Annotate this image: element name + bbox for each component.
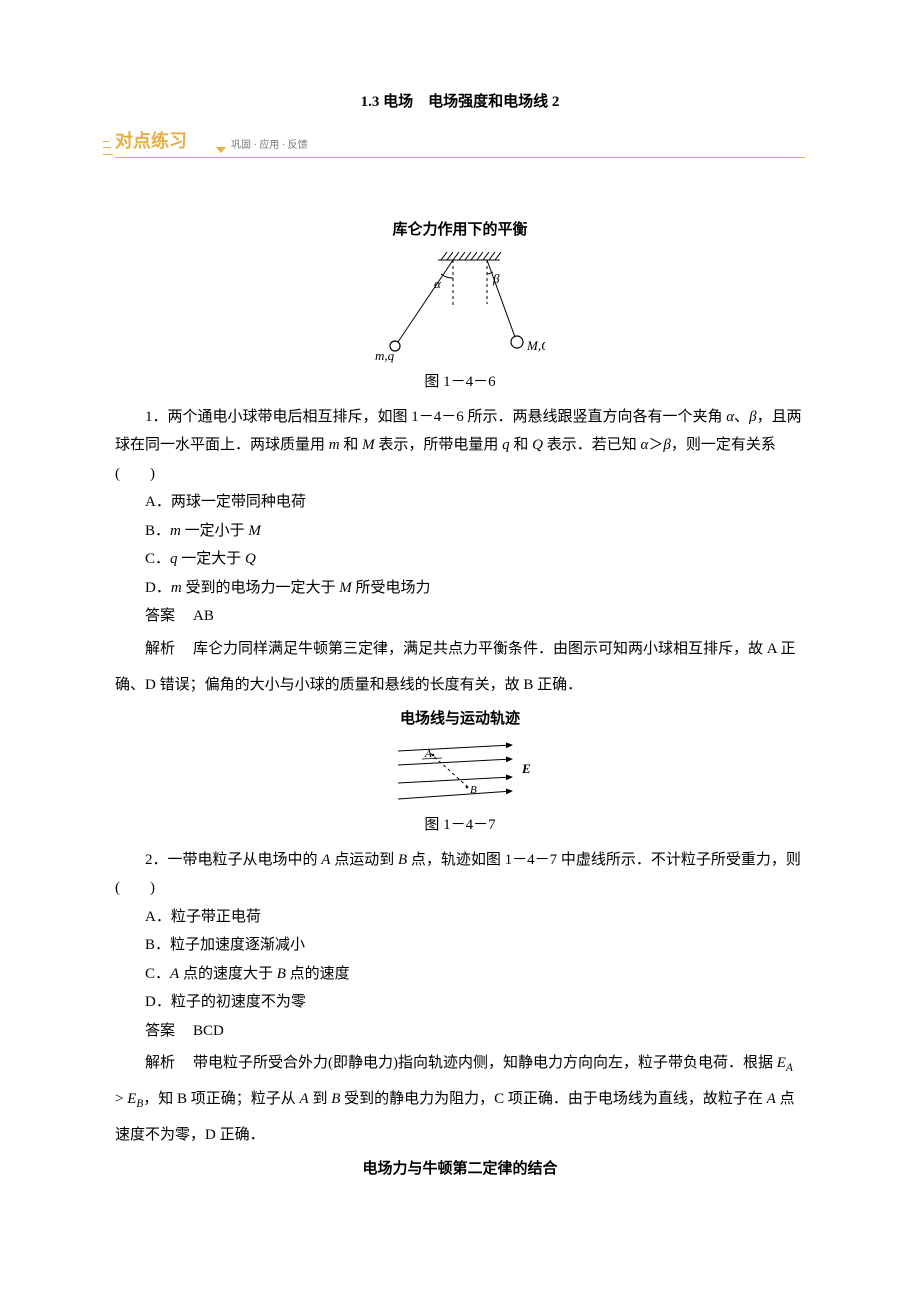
q2-stem: 2．一带电粒子从电场中的 A 点运动到 B 点，轨迹如图 1－4－7 中虚线所示… — [115, 846, 805, 903]
q2-optA: A．粒子带正电荷 — [115, 903, 805, 932]
page: 1.3 电场 电场强度和电场线 2 对点练习 巩固 · 应用 · 反馈 库仑力作… — [0, 0, 920, 1250]
section-banner: 对点练习 巩固 · 应用 · 反馈 — [115, 135, 805, 158]
q2-answer: 答案BCD — [115, 1017, 805, 1046]
svg-text:m,q: m,q — [375, 348, 395, 363]
q2-optD: D．粒子的初速度不为零 — [115, 988, 805, 1017]
svg-text:A: A — [424, 748, 432, 760]
section3-heading: 电场力与牛顿第二定律的结合 — [115, 1155, 805, 1184]
q1-answer: 答案AB — [115, 602, 805, 631]
banner-triangle-icon — [216, 147, 226, 153]
figure-1-4-6: α β m,q M,Q — [115, 250, 805, 366]
figure-1-4-7-caption: 图 1－4－7 — [115, 811, 805, 840]
pendulum-diagram-icon: α β m,q M,Q — [375, 250, 545, 366]
q1-optA: A．两球一定带同种电荷 — [115, 488, 805, 517]
section1-heading: 库仑力作用下的平衡 — [115, 216, 805, 245]
svg-text:E: E — [521, 761, 531, 776]
q1-stem: 1．两个通电小球带电后相互排斥，如图 1－4－6 所示．两悬线跟竖直方向各有一个… — [115, 403, 805, 489]
doc-title: 1.3 电场 电场强度和电场线 2 — [115, 88, 805, 117]
svg-text:B: B — [470, 784, 477, 796]
q1-optC: C．q 一定大于 Q — [115, 545, 805, 574]
q2-optB: B．粒子加速度逐渐减小 — [115, 931, 805, 960]
q2-optC: C．A 点的速度大于 B 点的速度 — [115, 960, 805, 989]
banner-stripes-icon — [103, 141, 113, 155]
figure-1-4-7: A B E — [115, 739, 805, 809]
svg-text:M,Q: M,Q — [526, 338, 545, 353]
svg-text:α: α — [434, 276, 442, 291]
q1-optB: B．m 一定小于 M — [115, 517, 805, 546]
banner-subtitle: 巩固 · 应用 · 反馈 — [231, 136, 308, 155]
q1-optD: D．m 受到的电场力一定大于 M 所受电场力 — [115, 574, 805, 603]
svg-text:β: β — [492, 271, 500, 286]
banner-label: 对点练习 — [115, 124, 187, 158]
q1-explanation: 解析库仑力同样满足牛顿第三定律，满足共点力平衡条件．由图示可知两小球相互排斥，故… — [115, 631, 805, 703]
section2-heading: 电场线与运动轨迹 — [115, 705, 805, 734]
figure-1-4-6-caption: 图 1－4－6 — [115, 368, 805, 397]
q2-explanation: 解析带电粒子所受合外力(即静电力)指向轨迹内侧，知静电力方向向左，粒子带负电荷．… — [115, 1045, 805, 1153]
field-lines-diagram-icon: A B E — [380, 739, 540, 809]
